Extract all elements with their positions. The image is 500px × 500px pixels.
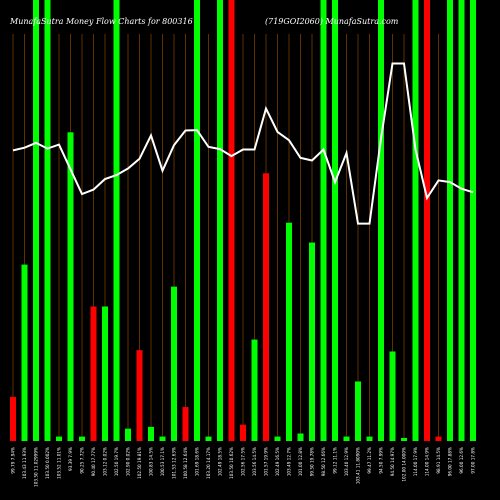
- x-tick-label: 93.39 7.9%: [68, 447, 73, 471]
- bar: [56, 436, 62, 441]
- bar: [286, 222, 292, 441]
- x-tick-label: 98.50 12.66%: [321, 447, 326, 476]
- x-tick-label: 99.50 19.78%: [310, 447, 315, 476]
- chart-subtitle: (719GOI2060) MunafaSutra.com: [265, 17, 399, 26]
- bar: [458, 0, 465, 441]
- x-tick-label: 96.00 17.88%: [448, 447, 453, 476]
- x-tick-label: 96.00 12.6%: [459, 447, 464, 474]
- bar: [113, 0, 120, 441]
- bar: [217, 0, 223, 441]
- x-tick-label: 97.00 17.8%: [471, 447, 476, 474]
- bar: [159, 436, 166, 441]
- x-tick-label: 90.25 7.72%: [80, 447, 85, 474]
- x-tick-label: 103.50 10.62%: [229, 447, 234, 479]
- bar: [343, 436, 350, 441]
- x-tick-label: 101.00 12.8%: [298, 447, 303, 476]
- x-tick-label: 102.50 19.81%: [137, 447, 142, 479]
- bar: [102, 306, 108, 441]
- grid-lines: [12, 34, 474, 441]
- bar: [447, 0, 453, 441]
- bar: [136, 350, 143, 441]
- x-tick-label: 94.50 7.99%: [379, 447, 384, 474]
- bar: [90, 306, 97, 441]
- x-tick-label: 100.83 14.5%: [149, 447, 154, 476]
- x-tick-label: 99.47 11.2%: [367, 447, 372, 474]
- x-tick-label: 101.53 12.63%: [172, 447, 177, 479]
- x-tick-label: 102.49 16.5%: [275, 447, 280, 476]
- bar: [424, 0, 430, 441]
- bar: [355, 381, 361, 441]
- bar: [182, 407, 189, 441]
- x-tick-label: 103.49 12.7%: [287, 447, 292, 476]
- bar: [21, 264, 28, 441]
- bar: [125, 428, 131, 441]
- x-tick-label: 94.50 14.97%: [390, 447, 395, 476]
- x-tick-label: 103.50 0.002%: [45, 447, 50, 479]
- bar: [320, 0, 327, 441]
- x-tick-label: 103.40 12.9%: [344, 447, 349, 476]
- x-tick-label: 90.40 17.77%: [91, 447, 96, 476]
- bar: [274, 436, 281, 441]
- bar: [435, 436, 442, 441]
- bar: [79, 436, 85, 441]
- x-tick-label: 103.41 11.8090%: [356, 447, 361, 484]
- x-tick-label: 103.50 11.02999%: [34, 447, 39, 487]
- x-tick-label: 99.12 11.1%: [333, 447, 338, 474]
- x-tick-label: 103.43 11.93%: [22, 447, 27, 479]
- chart-title: MunafaSutra Money Flow Charts for 800316: [9, 17, 193, 26]
- x-tick-label: 103.12 0.02%: [103, 447, 108, 476]
- x-tick-label: 103.52 11.01%: [57, 447, 62, 479]
- price-line: [12, 62, 474, 225]
- x-tick-label: 102.50 19.7%: [114, 447, 119, 476]
- bar: [263, 173, 269, 442]
- x-tick-label: 103.56 14.5%: [252, 447, 257, 476]
- bar-series: [10, 0, 476, 442]
- bar: [389, 351, 396, 441]
- x-tick-label: 102.90 0.02%: [126, 447, 131, 476]
- bar: [44, 0, 51, 441]
- bar: [309, 242, 315, 441]
- x-tick-label: 114.00 17.9%: [413, 447, 418, 476]
- price-line-series: [12, 62, 474, 225]
- x-tick-label: 103.20 14.17%: [206, 447, 211, 479]
- bar: [33, 0, 39, 441]
- bar: [251, 339, 258, 441]
- x-tick-label: 102.56 17.5%: [241, 447, 246, 476]
- bar: [401, 437, 407, 441]
- x-tick-label: 101.57 19.9%: [264, 447, 269, 476]
- bar: [412, 0, 419, 441]
- bar: [240, 424, 246, 441]
- x-tick-label: 98.91 14.5%: [436, 447, 441, 474]
- x-tick-label: 101.69 18.6%: [195, 447, 200, 476]
- bar: [67, 132, 74, 442]
- bar: [171, 286, 177, 441]
- x-tick-label: 102.00 14.000%: [402, 447, 407, 482]
- x-tick-label: 114.00 14.9%: [425, 447, 430, 476]
- x-tick-label: 100.58 12.64%: [183, 447, 188, 479]
- x-tick-label: 99.79 7.94%: [11, 447, 16, 474]
- bar: [228, 0, 235, 441]
- bar: [194, 0, 200, 441]
- bar: [366, 436, 373, 441]
- bar: [470, 0, 476, 441]
- bar: [205, 436, 212, 441]
- x-tick-label: 100.53 17.1%: [160, 447, 165, 476]
- bar: [10, 396, 16, 441]
- x-tick-labels: 99.79 7.94% 103.43 11.93% 103.50 11.02999%…: [11, 447, 476, 487]
- bar: [297, 433, 304, 441]
- bar: [378, 0, 384, 441]
- bar: [148, 426, 154, 441]
- x-tick-label: 102.49 18.5%: [218, 447, 223, 476]
- bar: [332, 0, 338, 441]
